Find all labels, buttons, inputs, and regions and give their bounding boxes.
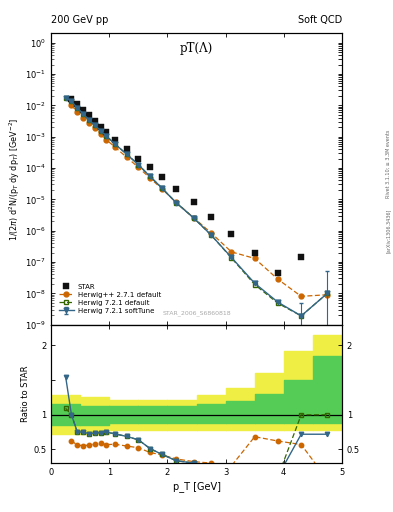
Herwig 7.2.1 default (229, 255, 234, 261)
Herwig++ 2.7.1 default (98, 131, 103, 137)
Herwig 7.2.1 default (191, 215, 196, 221)
Herwig 7.2.1 default (174, 200, 178, 206)
Herwig++ 2.7.1 default (113, 144, 118, 151)
STAR (275, 270, 280, 276)
STAR (104, 129, 109, 135)
Herwig 7.2.1 default (136, 162, 141, 168)
Herwig 7.2.1 default (92, 122, 97, 128)
STAR (75, 101, 80, 107)
Herwig++ 2.7.1 default (86, 120, 91, 126)
Herwig 7.2.1 default (299, 313, 303, 319)
Herwig++ 2.7.1 default (159, 185, 164, 191)
STAR (191, 199, 196, 205)
Y-axis label: 1/(2$\pi$) d$^2$N/(p$_T$ dy dp$_T$) [GeV$^{-2}$]: 1/(2$\pi$) d$^2$N/(p$_T$ dy dp$_T$) [GeV… (8, 117, 22, 241)
Herwig++ 2.7.1 default (136, 164, 141, 170)
Herwig++ 2.7.1 default (148, 175, 152, 181)
Line: STAR: STAR (68, 96, 304, 276)
Herwig 7.2.1 default (69, 98, 74, 104)
STAR (252, 250, 257, 257)
Legend: STAR, Herwig++ 2.7.1 default, Herwig 7.2.1 default, Herwig 7.2.1 softTune: STAR, Herwig++ 2.7.1 default, Herwig 7.2… (57, 282, 162, 315)
Herwig 7.2.1 default (148, 174, 152, 180)
Herwig++ 2.7.1 default (81, 115, 85, 121)
Herwig++ 2.7.1 default (191, 215, 196, 221)
Herwig 7.2.1 default (98, 127, 103, 134)
Herwig 7.2.1 default (275, 300, 280, 306)
Herwig 7.2.1 default (209, 232, 213, 238)
Herwig++ 2.7.1 default (69, 102, 74, 109)
Herwig++ 2.7.1 default (229, 249, 234, 255)
Herwig 7.2.1 default (81, 111, 85, 117)
STAR (174, 185, 178, 191)
Herwig++ 2.7.1 default (275, 276, 280, 282)
Herwig 7.2.1 default (75, 105, 80, 111)
Herwig++ 2.7.1 default (252, 255, 257, 262)
Herwig 7.2.1 default (325, 290, 330, 296)
Herwig++ 2.7.1 default (209, 230, 213, 236)
STAR (148, 164, 152, 170)
STAR (86, 112, 91, 118)
STAR (299, 254, 303, 261)
STAR (159, 174, 164, 180)
Herwig 7.2.1 default (63, 95, 68, 101)
Text: Rivet 3.1.10; ≥ 3.3M events: Rivet 3.1.10; ≥ 3.3M events (386, 130, 391, 198)
Text: 200 GeV pp: 200 GeV pp (51, 14, 108, 25)
Text: Soft QCD: Soft QCD (298, 14, 342, 25)
Herwig 7.2.1 default (124, 151, 129, 157)
X-axis label: p_T [GeV]: p_T [GeV] (173, 481, 220, 493)
Herwig 7.2.1 default (252, 282, 257, 288)
STAR (136, 156, 141, 162)
Herwig++ 2.7.1 default (325, 292, 330, 298)
Herwig 7.2.1 default (159, 185, 164, 191)
Herwig++ 2.7.1 default (299, 293, 303, 300)
Herwig 7.2.1 default (104, 133, 109, 139)
Herwig++ 2.7.1 default (104, 137, 109, 143)
STAR (124, 146, 129, 152)
Line: Herwig 7.2.1 default: Herwig 7.2.1 default (63, 95, 330, 318)
Text: pT(Λ): pT(Λ) (180, 42, 213, 55)
STAR (113, 137, 118, 143)
Herwig++ 2.7.1 default (92, 125, 97, 132)
STAR (229, 230, 234, 237)
STAR (81, 107, 85, 113)
Y-axis label: Ratio to STAR: Ratio to STAR (21, 366, 30, 422)
Herwig 7.2.1 default (86, 117, 91, 123)
Herwig++ 2.7.1 default (174, 199, 178, 205)
Herwig++ 2.7.1 default (75, 109, 80, 115)
Text: [arXiv:1306.3436]: [arXiv:1306.3436] (386, 208, 391, 252)
Line: Herwig++ 2.7.1 default: Herwig++ 2.7.1 default (69, 103, 330, 299)
Herwig++ 2.7.1 default (124, 154, 129, 160)
STAR (98, 123, 103, 130)
STAR (92, 118, 97, 124)
STAR (209, 214, 213, 220)
Text: STAR_2006_S6860818: STAR_2006_S6860818 (162, 310, 231, 316)
Herwig 7.2.1 default (113, 141, 118, 147)
STAR (69, 96, 74, 102)
